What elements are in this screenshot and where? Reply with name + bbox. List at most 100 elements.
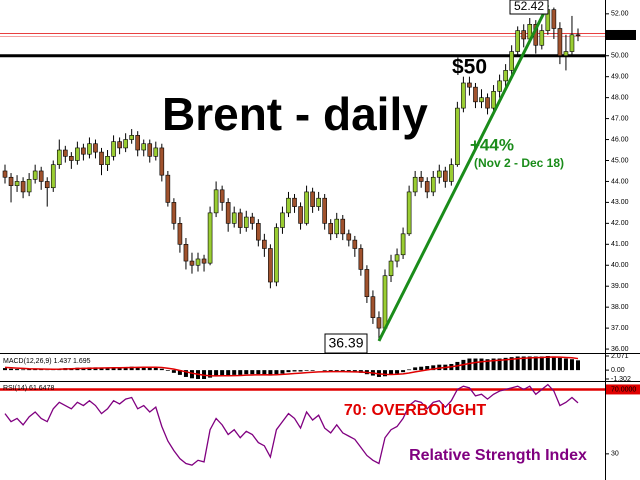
y-tick-label: 43.00 bbox=[611, 199, 629, 206]
candle-body bbox=[99, 151, 104, 165]
macd-bar bbox=[401, 370, 406, 373]
trend-line bbox=[377, 4, 550, 342]
level-label: $50 bbox=[452, 56, 487, 79]
y-tick-label: 39.00 bbox=[611, 283, 629, 290]
candle-body bbox=[509, 51, 514, 71]
candle-body bbox=[382, 275, 388, 329]
candle-body bbox=[195, 258, 201, 266]
candle-body bbox=[117, 141, 122, 149]
y-tick-label: 45.00 bbox=[611, 157, 629, 164]
macd-bar bbox=[485, 359, 490, 371]
candle-body bbox=[551, 9, 557, 29]
macd-bar bbox=[539, 356, 544, 371]
macd-bar bbox=[509, 357, 514, 371]
candle-body bbox=[539, 30, 545, 46]
rsi-level-tag bbox=[606, 384, 640, 395]
macd-bar bbox=[165, 370, 170, 371]
candle-body bbox=[479, 97, 484, 103]
rsi-title: Relative Strength Index bbox=[409, 447, 587, 464]
candle-body bbox=[388, 260, 394, 277]
y-tick-label: 37.00 bbox=[611, 325, 629, 332]
candle-body bbox=[26, 179, 32, 193]
period-label: (Nov 2 - Dec 18) bbox=[474, 156, 564, 170]
y-tick-label: 0.00 bbox=[611, 367, 625, 374]
low-label: 36.39 bbox=[328, 335, 363, 351]
candle-body bbox=[304, 191, 309, 224]
high-label: 52.42 bbox=[514, 0, 544, 13]
low-box bbox=[324, 333, 368, 354]
candle-body bbox=[243, 216, 249, 228]
macd-bar bbox=[569, 359, 574, 371]
candle-body bbox=[165, 174, 171, 203]
candle-body bbox=[75, 147, 80, 161]
candle-body bbox=[171, 202, 177, 224]
candle-body bbox=[219, 189, 225, 203]
high-box bbox=[509, 0, 549, 15]
candle-body bbox=[249, 216, 255, 224]
macd-bar bbox=[123, 367, 128, 371]
macd-bar bbox=[3, 368, 7, 371]
macd-label: MACD(12,26,9) 1.437 1.695 bbox=[3, 358, 91, 365]
macd-bar bbox=[395, 370, 400, 374]
y-tick-label: 42.00 bbox=[611, 220, 629, 227]
candle-body bbox=[328, 223, 334, 235]
candle-body bbox=[563, 51, 569, 57]
candle-body bbox=[87, 143, 92, 155]
candle-body bbox=[231, 212, 237, 224]
candle-body bbox=[449, 164, 454, 182]
macd-bar bbox=[129, 366, 134, 371]
candle-body bbox=[135, 135, 140, 151]
macd-bar bbox=[322, 370, 327, 371]
candle-body bbox=[69, 156, 74, 161]
candle-body bbox=[430, 176, 436, 193]
macd-bar bbox=[431, 365, 436, 371]
macd-bar bbox=[226, 370, 231, 376]
macd-bar bbox=[250, 370, 255, 375]
candle-body bbox=[14, 181, 20, 186]
candle-body bbox=[8, 176, 14, 186]
candle-body bbox=[201, 258, 207, 264]
candle-body bbox=[111, 141, 116, 157]
y-tick-label: 41.00 bbox=[611, 241, 629, 248]
macd-bar bbox=[533, 356, 538, 371]
macd-bar bbox=[238, 370, 243, 375]
y-tick-label: 40.00 bbox=[611, 262, 629, 269]
change-label: +44% bbox=[470, 135, 514, 154]
y-tick-label: 49.00 bbox=[611, 74, 629, 81]
candle-body bbox=[370, 296, 376, 318]
candle-body bbox=[177, 223, 183, 245]
y-tick-label: 70.0000 bbox=[611, 386, 636, 393]
chart-title: Brent - daily bbox=[162, 88, 428, 140]
candle-body bbox=[334, 218, 340, 235]
macd-bar bbox=[334, 370, 339, 372]
candle-body bbox=[298, 206, 303, 224]
macd-bar bbox=[557, 357, 562, 371]
macd-bar bbox=[214, 370, 219, 377]
candle-body bbox=[503, 70, 508, 82]
candle-body bbox=[521, 30, 527, 40]
y-tick-label: 52.00 bbox=[611, 11, 629, 18]
rsi-line bbox=[4, 383, 579, 466]
candle-body bbox=[412, 176, 418, 193]
candle-body bbox=[406, 191, 412, 235]
candle-body bbox=[50, 164, 56, 189]
candle-body bbox=[237, 212, 243, 228]
macd-bar bbox=[497, 358, 502, 371]
macd-bar bbox=[117, 367, 122, 371]
macd-bar bbox=[304, 370, 309, 371]
macd-bar bbox=[563, 358, 568, 371]
macd-bar bbox=[141, 367, 146, 371]
macd-bar bbox=[232, 370, 237, 375]
candle-body bbox=[93, 143, 98, 153]
candle-body bbox=[394, 254, 400, 262]
candle-body bbox=[274, 227, 279, 283]
candle-body bbox=[310, 191, 315, 207]
macd-bar bbox=[491, 358, 496, 371]
macd-bar bbox=[389, 370, 394, 375]
macd-bar bbox=[286, 370, 291, 373]
y-tick-label: 47.00 bbox=[611, 115, 629, 122]
macd-bar bbox=[262, 370, 267, 375]
candle-body bbox=[189, 260, 195, 266]
macd-bar bbox=[280, 370, 285, 374]
candle-body bbox=[461, 82, 466, 109]
